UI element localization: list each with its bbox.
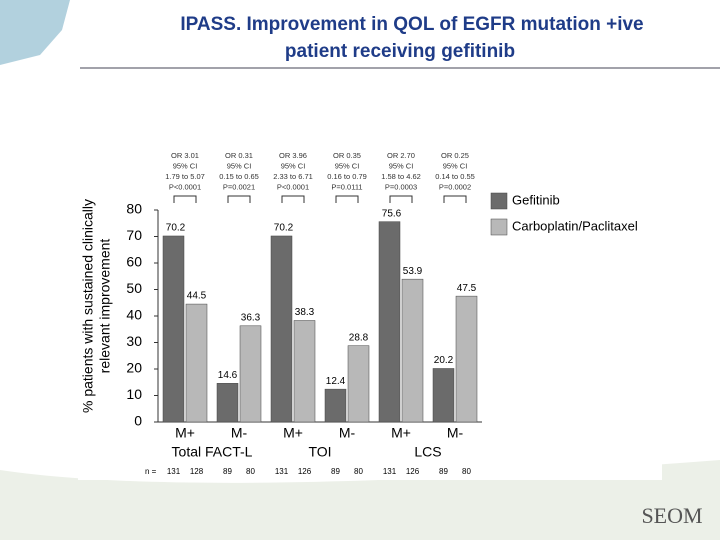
sample-size: 80 — [246, 467, 255, 476]
value-label: 44.5 — [187, 291, 207, 302]
bar — [185, 303, 208, 423]
legend-swatch — [490, 192, 508, 210]
annotation: OR 0.25 — [441, 151, 469, 160]
x-tick-label: M+ — [391, 425, 411, 441]
y-axis-label: relevant improvement — [97, 239, 113, 374]
annotation: P=0.0111 — [331, 182, 362, 191]
annotation: 0.15 to 0.65 — [219, 172, 259, 181]
y-tick-label: 0 — [134, 413, 142, 429]
annotation: 0.14 to 0.55 — [435, 172, 475, 181]
value-label: 75.6 — [382, 208, 402, 219]
annotation-bracket — [335, 195, 359, 203]
x-tick-label: M+ — [283, 425, 303, 441]
title: patient receiving gefitinib — [285, 41, 515, 62]
logo: SEOM — [641, 503, 702, 528]
annotation: 1.58 to 4.62 — [381, 172, 421, 181]
value-label: 20.2 — [434, 355, 454, 366]
bar — [455, 295, 478, 423]
annotation: 2.33 to 6.71 — [273, 172, 313, 181]
annotation-bracket — [443, 195, 467, 203]
annotation-bracket — [227, 195, 251, 203]
group-label: Total FACT-L — [172, 444, 253, 460]
annotation: 95% CI — [227, 161, 252, 170]
annotation-bracket — [281, 195, 305, 203]
value-label: 28.8 — [349, 332, 369, 343]
value-label: 70.2 — [274, 223, 294, 234]
value-label: 12.4 — [326, 376, 346, 387]
bar — [347, 345, 370, 423]
annotation: P=0.0002 — [439, 182, 471, 191]
legend-label: Gefitinib — [512, 192, 560, 207]
sample-size: 131 — [167, 467, 181, 476]
group-label: LCS — [414, 444, 441, 460]
annotation: 95% CI — [173, 161, 198, 170]
sample-size: 131 — [383, 467, 397, 476]
sample-size: 80 — [354, 467, 363, 476]
bar — [162, 235, 185, 423]
bar — [239, 325, 262, 423]
corner-decoration — [0, 0, 70, 65]
bar — [324, 388, 347, 423]
y-tick-label: 80 — [126, 201, 142, 217]
bar — [216, 383, 239, 423]
annotation: P=0.0003 — [385, 182, 417, 191]
y-tick-label: 50 — [126, 280, 142, 296]
value-label: 53.9 — [403, 266, 423, 277]
annotation: OR 3.96 — [279, 151, 307, 160]
sample-size: 89 — [331, 467, 340, 476]
y-axis-label: % patients with sustained clinically — [80, 199, 96, 413]
annotation: 95% CI — [335, 161, 360, 170]
annotation-bracket — [173, 195, 197, 203]
sample-size: 131 — [275, 467, 289, 476]
annotation: OR 3.01 — [171, 151, 199, 160]
annotation: P<0.0001 — [169, 182, 201, 191]
n-label: n = — [145, 467, 157, 476]
value-label: 47.5 — [457, 283, 477, 294]
annotation: OR 2.70 — [387, 151, 415, 160]
annotation: P<0.0001 — [277, 182, 309, 191]
y-tick-label: 70 — [126, 227, 142, 243]
annotation: 95% CI — [389, 161, 414, 170]
annotation: 1.79 to 5.07 — [165, 172, 205, 181]
annotation: OR 0.31 — [225, 151, 253, 160]
sample-size: 89 — [223, 467, 232, 476]
y-tick-label: 60 — [126, 254, 142, 270]
x-tick-label: M- — [339, 425, 356, 441]
bar — [293, 320, 316, 423]
x-tick-label: M+ — [175, 425, 195, 441]
sample-size: 80 — [462, 467, 471, 476]
x-tick-label: M- — [231, 425, 248, 441]
legend-swatch — [490, 218, 508, 236]
group-label: TOI — [308, 444, 331, 460]
value-label: 70.2 — [166, 223, 186, 234]
sample-size: 126 — [298, 467, 312, 476]
annotation: 95% CI — [443, 161, 468, 170]
bar — [432, 368, 455, 423]
annotation-bracket — [389, 195, 413, 203]
value-label: 38.3 — [295, 307, 315, 318]
title: IPASS. Improvement in QOL of EGFR mutati… — [180, 14, 643, 35]
bar — [378, 221, 401, 423]
y-tick-label: 30 — [126, 333, 142, 349]
x-tick-label: M- — [447, 425, 464, 441]
sample-size: 128 — [190, 467, 204, 476]
legend-label: Carboplatin/Paclitaxel — [512, 218, 638, 233]
value-label: 36.3 — [241, 312, 261, 323]
sample-size: 89 — [439, 467, 448, 476]
bar — [401, 278, 424, 423]
value-label: 14.6 — [218, 370, 238, 381]
annotation: OR 0.35 — [333, 151, 361, 160]
bar — [270, 235, 293, 423]
y-tick-label: 20 — [126, 360, 142, 376]
annotation: 95% CI — [281, 161, 306, 170]
y-tick-label: 40 — [126, 307, 142, 323]
sample-size: 126 — [406, 467, 420, 476]
annotation: 0.16 to 0.79 — [327, 172, 367, 181]
annotation: P=0.0021 — [223, 182, 255, 191]
y-tick-label: 10 — [126, 386, 142, 402]
